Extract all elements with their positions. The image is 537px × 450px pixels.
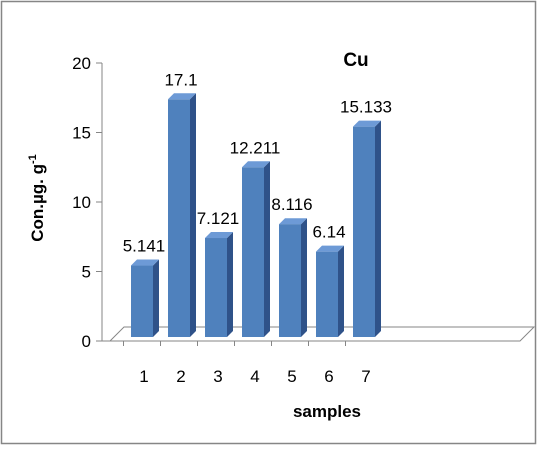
x-tick-label: 2: [176, 367, 185, 386]
bar-front: [242, 167, 264, 337]
bar-top: [279, 218, 307, 225]
bar-top: [316, 245, 344, 252]
bar-side: [190, 93, 196, 337]
y-tick-label: 20: [72, 54, 91, 73]
chart-title: Cu: [343, 50, 368, 71]
x-tick-label: 4: [250, 367, 259, 386]
bar: [353, 120, 381, 337]
bar: [242, 161, 270, 337]
y-tick-label: 15: [72, 124, 91, 143]
bars: [131, 93, 381, 337]
bar: [168, 93, 196, 337]
y-axis-title-main: Con.µg. g: [28, 164, 47, 242]
bar-top: [205, 232, 233, 239]
x-tick-label: 5: [287, 367, 296, 386]
data-label: 17.1: [164, 70, 197, 89]
bar-top: [168, 93, 196, 100]
y-axis-title-superscript: -1: [27, 154, 39, 164]
bar-side: [227, 232, 233, 337]
y-tick-label: 10: [72, 193, 91, 212]
bar: [279, 218, 307, 337]
bar-front: [205, 238, 227, 337]
x-tick-label: 7: [361, 367, 370, 386]
bar-side: [264, 161, 270, 337]
x-tick-label: 6: [324, 367, 333, 386]
bar-front: [316, 251, 338, 337]
y-tick-label: 0: [82, 332, 91, 351]
axes: 0 5 10 15 20 1 2 3 4 5 6 7: [72, 54, 520, 386]
bar-side: [338, 245, 344, 337]
bar-front: [131, 265, 153, 337]
x-tick-label: 1: [139, 367, 148, 386]
x-axis-title: samples: [293, 402, 361, 421]
bar-top: [131, 259, 159, 266]
bar-side: [375, 120, 381, 337]
data-label: 8.116: [271, 195, 312, 214]
data-label: 7.121: [197, 209, 240, 228]
y-tick-label: 5: [82, 263, 91, 282]
bar-front: [279, 224, 301, 337]
bar: [131, 259, 159, 337]
bar-front: [353, 126, 375, 337]
data-label: 12.211: [230, 138, 281, 157]
bar: [316, 245, 344, 337]
bar-front: [168, 99, 190, 337]
bar-side: [301, 218, 307, 337]
data-label: 6.14: [312, 223, 345, 242]
data-label: 5.141: [123, 237, 166, 256]
x-tick-label: 3: [213, 367, 222, 386]
bar-side: [153, 259, 159, 337]
y-axis-title: Con.µg. g-1: [27, 154, 47, 242]
data-label: 15.133: [340, 98, 392, 117]
bar-top: [353, 120, 381, 127]
bar: [205, 232, 233, 337]
bar-top: [242, 161, 270, 168]
